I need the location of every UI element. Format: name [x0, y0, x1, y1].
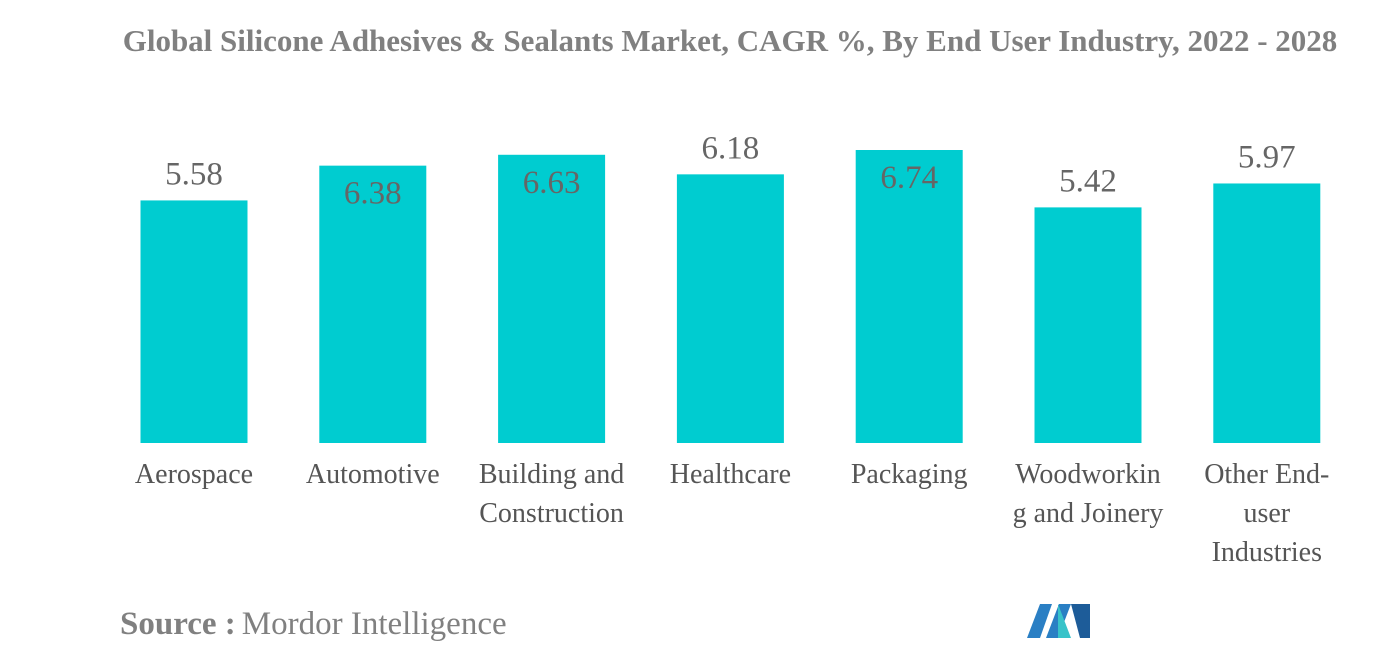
source: Source : Mordor Intelligence: [120, 606, 507, 643]
chart-title: Global Silicone Adhesives & Sealants Mar…: [122, 23, 1338, 58]
source-label: Source :: [120, 606, 236, 642]
x-tick-label: Other End-user Industries: [1204, 459, 1330, 568]
value-label: 5.97: [1238, 139, 1296, 175]
x-tick-label: Building and Construction: [478, 459, 625, 529]
x-tick-label: Healthcare: [669, 459, 792, 490]
bar: [140, 200, 248, 443]
bar: [855, 150, 963, 443]
value-label: 6.63: [523, 165, 581, 201]
bar: [676, 174, 784, 443]
bar: [1213, 183, 1321, 443]
value-label: 6.74: [880, 160, 938, 196]
bar: [1034, 207, 1142, 443]
x-tick-label: Aerospace: [134, 459, 254, 490]
value-label: 6.18: [702, 130, 760, 166]
value-label: 5.42: [1059, 163, 1117, 199]
source-text: Mordor Intelligence: [241, 606, 507, 642]
x-tick-label: Packaging: [850, 459, 968, 490]
value-label: 6.38: [344, 176, 402, 212]
value-label: 5.58: [165, 156, 223, 192]
x-tick-label: Automotive: [305, 459, 440, 490]
bar: [498, 154, 606, 443]
logo: [1027, 604, 1090, 638]
x-tick-label: Woodworking and Joinery: [1012, 459, 1164, 529]
bar: [319, 165, 427, 444]
